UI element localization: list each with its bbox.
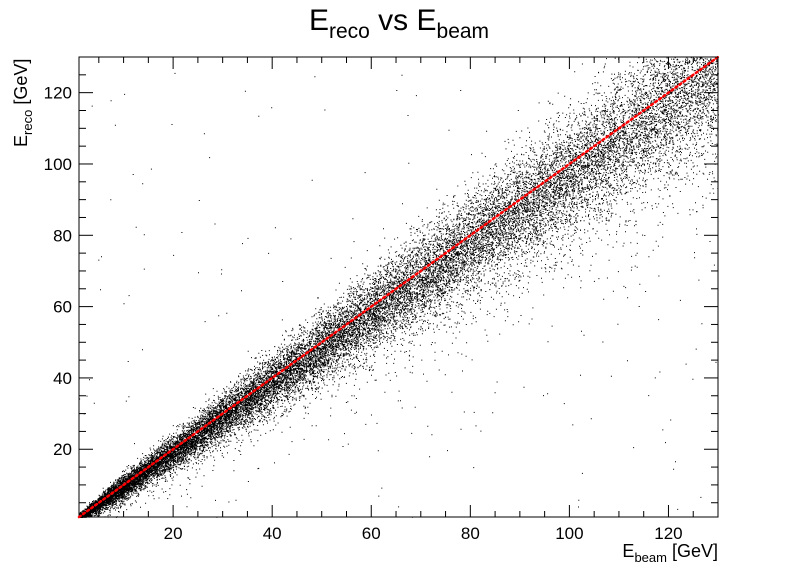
y-axis-ticks: 20 40 60 80 100 120 xyxy=(44,56,718,504)
y-tick-label: 80 xyxy=(53,226,72,245)
x-axis-label: Ebeam [GeV] xyxy=(622,541,718,565)
x-axis-ticks: 20 40 60 80 100 120 xyxy=(98,57,719,543)
plot-frame xyxy=(78,56,719,518)
y-tick-label: 60 xyxy=(53,298,72,317)
reference-line-series xyxy=(77,55,720,519)
title-sub-beam: beam xyxy=(437,20,490,43)
y-axis-label-base: E xyxy=(11,135,31,147)
x-tick-label: 80 xyxy=(461,524,480,543)
x-tick-label: 60 xyxy=(362,524,381,543)
y-tick-label: 40 xyxy=(53,369,72,388)
y-axis-label: Ereco [GeV] xyxy=(11,59,35,147)
y-tick-label: 100 xyxy=(44,155,72,174)
x-axis-label-sub: beam xyxy=(634,550,667,565)
x-axis-label-unit: [GeV] xyxy=(667,541,718,561)
title-middle: vs E xyxy=(370,4,437,37)
x-tick-label: 100 xyxy=(555,524,583,543)
y-tick-label: 20 xyxy=(53,440,72,459)
y-axis-label-sub: reco xyxy=(20,110,35,135)
y-tick-label: 120 xyxy=(44,84,72,103)
x-tick-label: 20 xyxy=(164,524,183,543)
reference-line xyxy=(77,55,720,519)
x-tick-label: 120 xyxy=(654,524,682,543)
x-tick-label: 40 xyxy=(263,524,282,543)
title-base: E xyxy=(309,4,329,37)
x-axis-label-base: E xyxy=(622,541,634,561)
y-axis-label-unit: [GeV] xyxy=(11,59,31,110)
chart-title: Ereco vs Ebeam xyxy=(309,4,489,43)
title-sub-reco: reco xyxy=(329,20,370,43)
